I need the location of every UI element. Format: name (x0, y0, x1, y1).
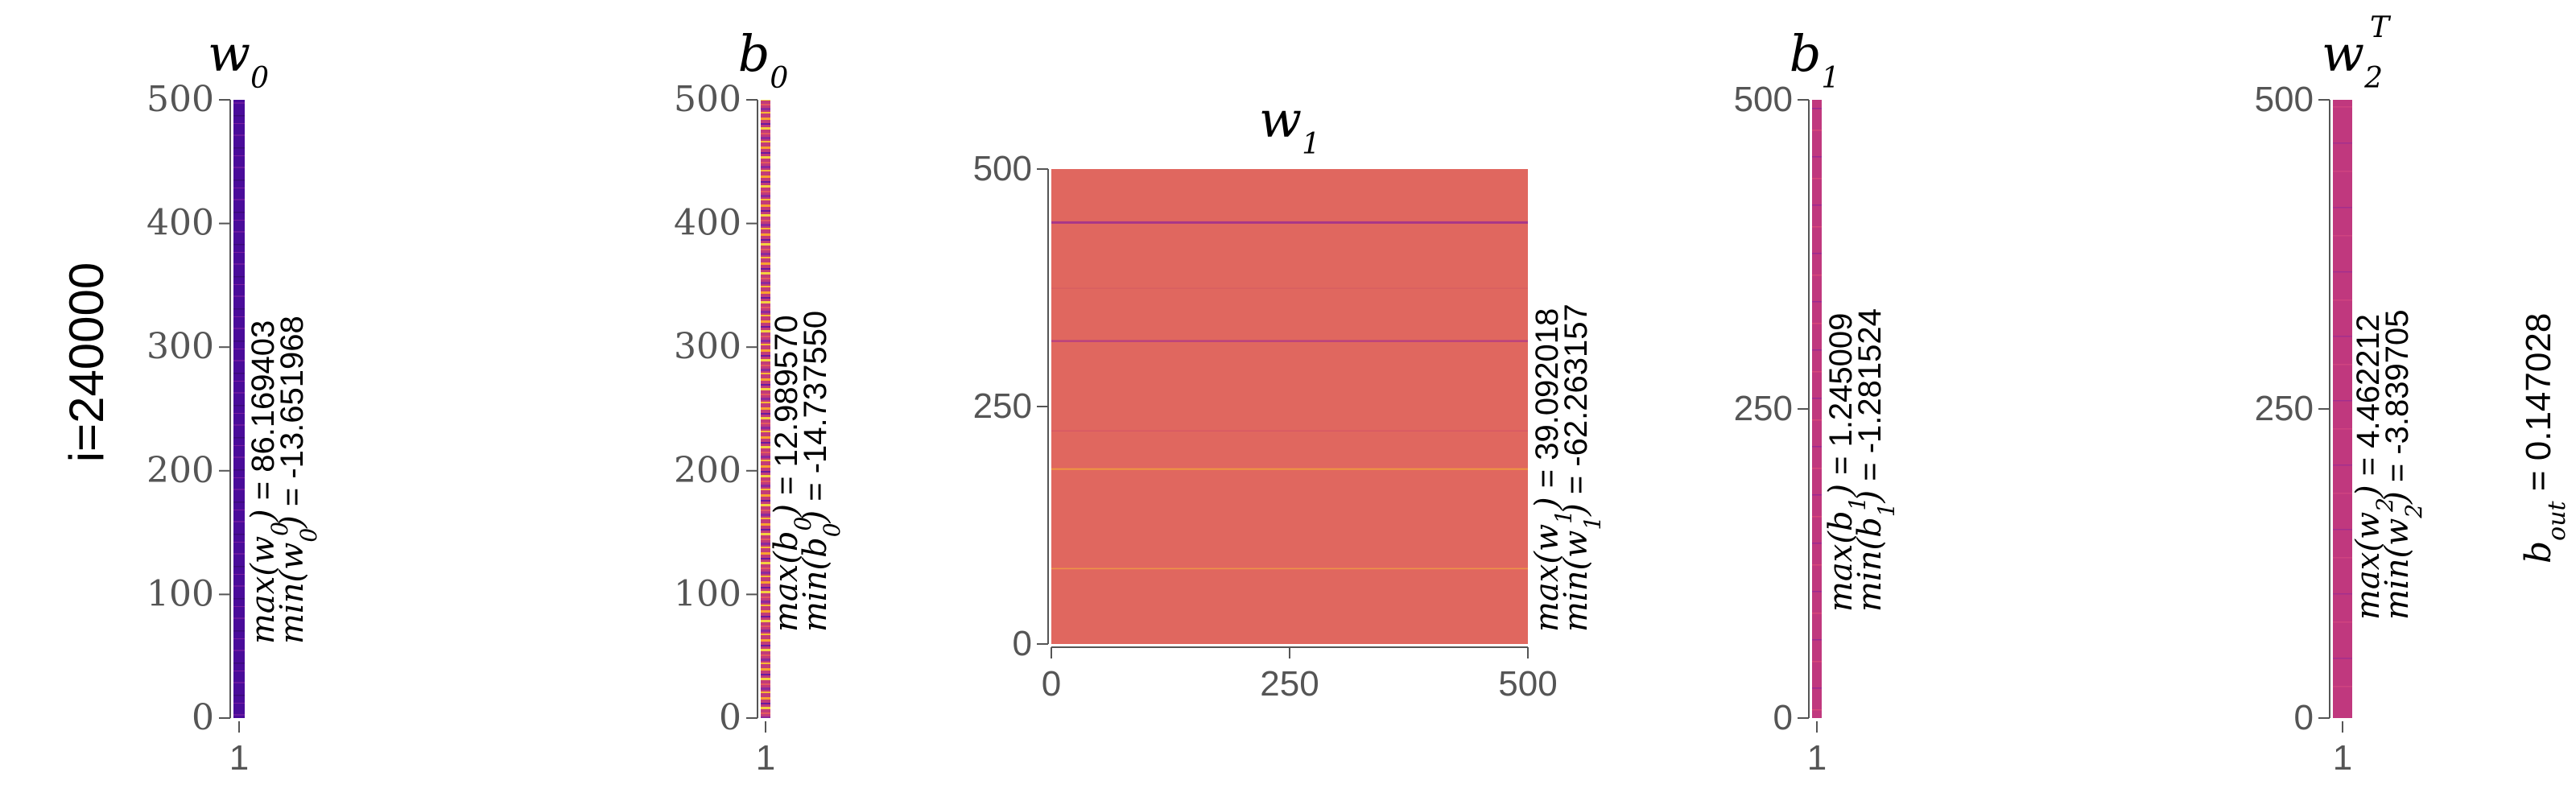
y-tick-label: 0 (2294, 698, 2314, 737)
max-value-label: max(w0) = 86.169403 (245, 320, 293, 644)
max-value-label: max(w2) = 4.462212 (2350, 314, 2398, 620)
x-tick-label: 1 (1807, 738, 1827, 778)
y-tick-label: 300 (674, 326, 741, 367)
y-tick-label: 500 (973, 149, 1032, 188)
panel-title: w2 (2322, 24, 2383, 95)
x-tick-label: 1 (2333, 738, 2352, 778)
y-tick-label: 250 (1734, 389, 1793, 428)
max-value-label: max(w1) = 39.092018 (1529, 308, 1577, 632)
min-value-label: min(w2) = -3.839705 (2379, 309, 2427, 620)
y-tick-label: 500 (674, 79, 741, 120)
heatmap-image (233, 100, 245, 718)
y-tick-label: 100 (147, 573, 214, 614)
x-tick-label: 1 (229, 738, 249, 778)
y-tick-label: 500 (1734, 80, 1793, 119)
max-value-label: max(b0) = 12.989570 (768, 315, 816, 632)
panel-title-superscript: T (2370, 11, 2392, 44)
y-tick-label: 0 (1773, 698, 1793, 737)
heatmap-panel-2: 500 250 00 250 500 w1 max(w1) = 39.092018min(w… (973, 90, 1606, 704)
x-tick-label: 1 (756, 738, 775, 778)
b-out-annotation: bout = 0.147028 (2518, 313, 2571, 564)
iteration-label: i=240000 (60, 262, 114, 463)
y-tick-label: 250 (973, 386, 1032, 426)
y-tick-label: 300 (147, 326, 214, 367)
heatmap-panel-0: 500 400 300 200 100 01 w0 max(w0) = 86.169403mi… (147, 24, 321, 778)
heatmap-streak (1051, 287, 1528, 289)
min-value-label: min(b0) = -14.737550 (797, 311, 845, 632)
heatmap-streak (1051, 568, 1528, 570)
y-tick-label: 500 (2255, 80, 2314, 119)
y-tick-label: 0 (192, 697, 214, 738)
y-tick-label: 250 (2255, 389, 2314, 428)
y-tick-label: 500 (147, 79, 214, 120)
max-value-label: max(b1) = 1.245009 (1823, 313, 1871, 612)
x-tick-label: 250 (1260, 664, 1319, 704)
x-tick-label: 500 (1498, 664, 1557, 704)
heatmap-streak (1051, 468, 1528, 470)
heatmap-image (761, 100, 770, 718)
y-tick-label: 0 (1013, 624, 1032, 663)
y-tick-label: 400 (147, 203, 214, 244)
heatmap-panel-1: 500 400 300 200 100 01 b0 max(b0) = 12.989570mi… (674, 24, 844, 778)
y-tick-label: 200 (674, 450, 741, 491)
panel-title: w1 (1259, 90, 1320, 161)
heatmap-image (1812, 100, 1822, 718)
x-tick-label: 0 (1042, 664, 1061, 704)
y-tick-label: 200 (147, 450, 214, 491)
b-out-value: bout = 0.147028 (2518, 313, 2571, 564)
panel-title: b0 (738, 24, 789, 95)
y-tick-label: 0 (719, 697, 741, 738)
y-tick-label: 100 (674, 573, 741, 614)
panel-title: w0 (208, 24, 269, 95)
min-value-label: min(w0) = -13.651968 (274, 316, 322, 644)
row-label: i=240000 (60, 262, 114, 463)
heatmap-image (1051, 169, 1528, 644)
min-value-label: min(b1) = -1.281524 (1852, 308, 1900, 612)
panel-title: b1 (1790, 24, 1840, 95)
heatmap-streak (1051, 221, 1528, 224)
heatmap-image (2333, 100, 2352, 718)
heatmap-streak (1051, 340, 1528, 342)
min-value-label: min(w1) = -62.263157 (1558, 303, 1606, 632)
y-tick-label: 400 (674, 203, 741, 244)
heatmap-streak (1051, 430, 1528, 431)
